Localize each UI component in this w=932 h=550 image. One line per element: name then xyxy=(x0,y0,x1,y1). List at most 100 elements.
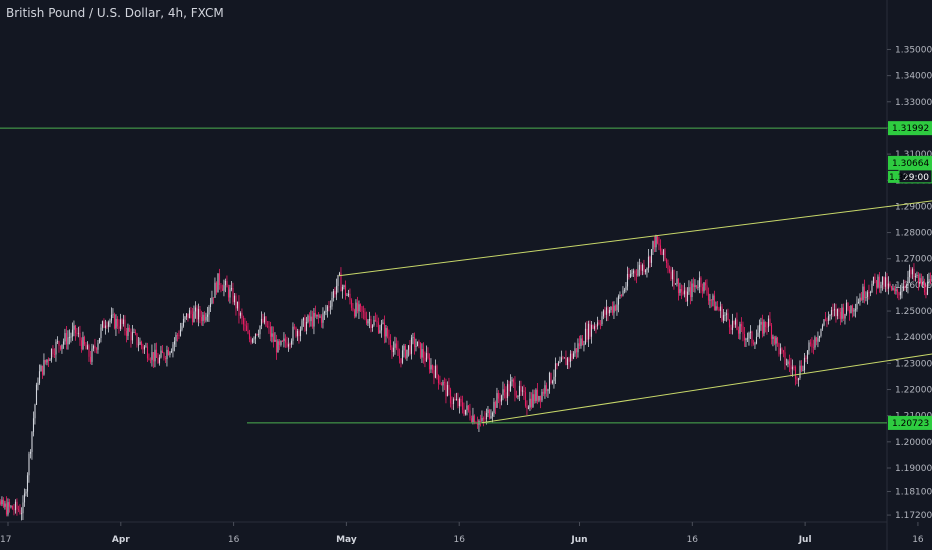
candle-body xyxy=(746,338,749,340)
candle-body xyxy=(410,337,413,354)
candle-body xyxy=(340,273,342,292)
candle-body xyxy=(433,370,435,378)
candle-body xyxy=(517,396,519,398)
price-tick-label: 1.33000 xyxy=(895,98,932,108)
candle-body xyxy=(625,286,627,290)
time-tick-label: 16 xyxy=(453,535,465,545)
candle-body xyxy=(622,290,624,296)
candle-body xyxy=(646,268,648,271)
candle-body xyxy=(734,319,737,325)
candle-body xyxy=(914,276,917,278)
candle-body xyxy=(841,307,843,319)
candle-body xyxy=(610,306,612,311)
candle-body xyxy=(370,319,372,328)
candle-body xyxy=(23,493,26,503)
candle-body xyxy=(275,339,278,353)
candle-body xyxy=(100,327,102,339)
candle-body xyxy=(158,357,161,364)
price-tick-label: 1.31000 xyxy=(895,150,932,160)
candle-body xyxy=(32,418,35,432)
candle-body xyxy=(769,318,771,326)
candle-body xyxy=(371,325,374,328)
candle-body xyxy=(416,341,419,347)
candle-body xyxy=(662,249,665,255)
candle-body xyxy=(302,317,305,321)
candle-body xyxy=(320,316,323,323)
candle-body xyxy=(151,352,153,360)
candle-body xyxy=(482,418,485,419)
candle-body xyxy=(812,347,815,349)
candle-body xyxy=(445,382,447,397)
candle-body xyxy=(686,291,689,302)
candle-body xyxy=(524,392,527,406)
candle-body xyxy=(463,409,465,415)
candle-body xyxy=(472,415,474,423)
candle-body xyxy=(818,336,821,339)
candle-body xyxy=(491,412,494,417)
candle-body xyxy=(190,310,192,315)
candle-body xyxy=(568,358,570,362)
price-tags-layer: 1.31992 1.20723 1.30664 29:001.30 xyxy=(888,121,932,430)
candle-body xyxy=(181,326,183,330)
candle-body xyxy=(737,329,740,334)
candle-body xyxy=(14,501,17,511)
candle-body xyxy=(751,331,753,344)
candle-body xyxy=(128,327,131,332)
candle-body xyxy=(919,278,921,284)
candle-body xyxy=(383,322,386,337)
candle-body xyxy=(797,377,800,381)
candle-body xyxy=(595,326,597,328)
candle-body xyxy=(539,395,542,401)
candle-body xyxy=(835,309,837,317)
candle-body xyxy=(602,310,605,317)
candle-body xyxy=(313,312,315,327)
candle-body xyxy=(904,286,906,287)
candle-body xyxy=(200,317,203,322)
candle-body xyxy=(581,338,584,346)
candle-body xyxy=(1,499,3,505)
candle-body xyxy=(202,314,204,322)
candle-body xyxy=(551,381,554,383)
candle-body xyxy=(344,285,347,296)
price-tick-label: 1.27000 xyxy=(895,255,932,265)
candle-body xyxy=(542,391,545,394)
candle-body xyxy=(131,332,134,341)
candle-body xyxy=(62,341,65,345)
candle-body xyxy=(842,307,845,319)
candle-body xyxy=(326,306,329,312)
candle-body xyxy=(479,420,482,422)
candle-body xyxy=(584,328,587,345)
candle-body xyxy=(314,312,317,317)
candle-body xyxy=(409,345,411,354)
candle-body xyxy=(563,357,566,359)
candle-body xyxy=(146,346,149,359)
candle-body xyxy=(271,333,273,337)
candle-body xyxy=(566,358,569,366)
candle-body xyxy=(245,325,248,331)
candle-body xyxy=(58,341,60,346)
candle-body xyxy=(49,359,51,361)
candle-body xyxy=(230,287,233,290)
candle-body xyxy=(715,306,717,311)
candle-body xyxy=(839,311,842,319)
candle-body xyxy=(214,282,216,298)
time-axis[interactable]: 17Apr16May16Jun16Jul16Aug16Sep16Oct16 xyxy=(0,521,932,545)
candle-body xyxy=(193,311,195,322)
candle-body xyxy=(644,270,647,273)
candle-body xyxy=(308,315,311,322)
candle-body xyxy=(688,287,690,292)
candle-body xyxy=(20,513,23,515)
candle-body xyxy=(619,295,621,297)
candle-body xyxy=(419,342,422,358)
candle-body xyxy=(817,338,819,342)
candle-body xyxy=(115,318,117,329)
candle-body xyxy=(112,314,114,316)
candle-body xyxy=(850,305,852,314)
candle-body xyxy=(848,309,851,314)
candle-body xyxy=(884,277,887,287)
candle-body xyxy=(730,327,732,330)
candle-body xyxy=(359,304,362,307)
candle-body xyxy=(427,353,429,358)
candle-body xyxy=(257,334,260,336)
